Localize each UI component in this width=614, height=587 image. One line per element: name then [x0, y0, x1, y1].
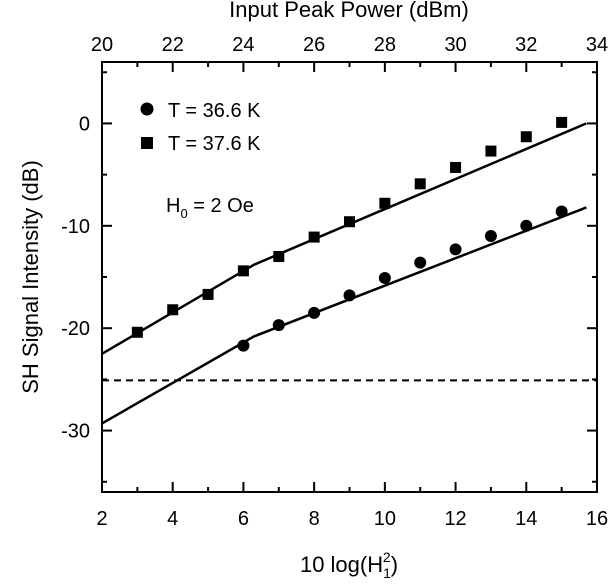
- top-tick-label: 22: [162, 34, 184, 56]
- field-annotation-rest: = 2 Oe: [188, 195, 254, 217]
- top-tick-label: 34: [586, 34, 608, 56]
- data-point-series-2: [485, 145, 497, 157]
- x-axis-title-main: 10 log(H: [300, 552, 383, 577]
- data-point-series-1: [484, 230, 497, 243]
- plot-frame: [101, 61, 598, 493]
- x-axis-title-close: ): [391, 552, 398, 577]
- top-tick-label: 20: [91, 34, 113, 56]
- y-axis-title: SH Signal Intensity (dB): [18, 160, 43, 394]
- data-point-series-2: [556, 116, 568, 128]
- data-point-series-2: [520, 131, 532, 143]
- legend-label-series-1: T = 36.6 K: [168, 100, 261, 122]
- data-point-series-1: [378, 272, 391, 285]
- data-point-series-2: [131, 326, 143, 338]
- data-point-series-2: [237, 265, 249, 277]
- markers-layer: [131, 116, 568, 352]
- top-tick-label: 30: [444, 34, 466, 56]
- data-point-series-2: [202, 288, 214, 300]
- data-point-series-1: [272, 319, 285, 332]
- x-tick-label: 4: [167, 508, 178, 530]
- data-point-series-2: [414, 178, 426, 190]
- data-point-series-2: [273, 251, 285, 263]
- x-axis-title: 10 log(H12): [300, 549, 398, 581]
- top-tick-label: 32: [515, 34, 537, 56]
- x-tick-labels: 2 4 6 8 10 12 14 16: [96, 508, 608, 530]
- data-point-series-2: [308, 231, 320, 243]
- data-point-series-1: [343, 289, 356, 302]
- data-point-series-1: [237, 339, 250, 352]
- fit-lines-layer: [101, 122, 587, 425]
- y-tick-label: -30: [61, 421, 90, 443]
- data-point-series-1: [308, 306, 321, 319]
- field-annotation-main: H: [166, 195, 180, 217]
- y-tick-label: -10: [61, 216, 90, 238]
- x-axis-title-sup: 2: [383, 549, 391, 565]
- x-axis-title-sub: 1: [383, 565, 391, 581]
- legend: T = 36.6 K T = 37.6 K: [140, 100, 261, 155]
- top-axis-title: Input Peak Power (dBm): [229, 0, 469, 22]
- field-annotation-sub: 0: [180, 206, 187, 221]
- data-point-series-2: [379, 197, 391, 209]
- top-tick-labels: 20 22 24 26 28 30 32 34: [91, 34, 608, 56]
- x-tick-label: 12: [444, 508, 466, 530]
- ticks: [101, 62, 598, 492]
- x-tick-label: 16: [586, 508, 608, 530]
- top-tick-label: 24: [232, 34, 254, 56]
- x-tick-label: 8: [309, 508, 320, 530]
- data-point-series-2: [344, 216, 355, 228]
- legend-marker-circle: [140, 102, 154, 116]
- field-annotation: H0 = 2 Oe: [166, 195, 254, 221]
- y-tick-label: 0: [79, 113, 90, 135]
- x-tick-label: 14: [515, 508, 537, 530]
- y-tick-label: -20: [61, 318, 90, 340]
- top-tick-label: 26: [303, 34, 325, 56]
- top-tick-label: 28: [374, 34, 396, 56]
- data-point-series-1: [520, 219, 533, 232]
- data-point-series-2: [450, 161, 462, 173]
- legend-label-series-2: T = 37.6 K: [168, 133, 261, 155]
- fit-line-2: [101, 122, 587, 355]
- data-point-series-2: [167, 304, 179, 316]
- fit-line-1: [101, 206, 587, 425]
- x-tick-label: 10: [374, 508, 396, 530]
- x-tick-label: 6: [238, 508, 249, 530]
- data-point-series-1: [555, 205, 568, 218]
- y-tick-labels: 0 -10 -20 -30: [61, 113, 90, 442]
- data-point-series-1: [449, 243, 462, 256]
- data-point-series-1: [414, 256, 427, 269]
- x-tick-label: 2: [96, 508, 107, 530]
- legend-marker-square: [141, 137, 153, 149]
